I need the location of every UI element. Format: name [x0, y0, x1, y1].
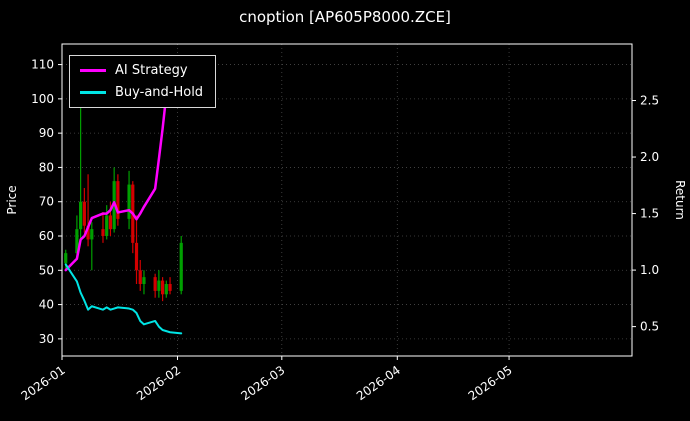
buy-and-hold-line: [64, 263, 183, 335]
price-tick-label: 100: [31, 92, 54, 106]
price-tick-label: 50: [39, 263, 54, 277]
return-tick-label: 1.0: [640, 263, 659, 277]
legend: AI Strategy Buy-and-Hold: [69, 55, 217, 108]
price-tick-label: 90: [39, 126, 54, 140]
return-axis: 0.5 1.0 1.5 2.0 2.5 Return: [632, 94, 687, 334]
ai-strategy-line: [64, 59, 172, 272]
ai-strategy-line-swatch: [80, 69, 106, 72]
x-axis: 2026-01 2026-02 2026-03 2026-04 2026-05: [19, 356, 515, 403]
price-axis: 30 40 50 60 70 80 90 100 110 Price: [5, 58, 62, 346]
x-tick-label: 2026-05: [466, 363, 515, 403]
price-tick-label: 80: [39, 160, 54, 174]
return-tick-label: 2.5: [640, 94, 659, 108]
price-tick-label: 70: [39, 195, 54, 209]
legend-item-buy-and-hold: Buy-and-Hold: [80, 85, 203, 100]
x-tick-label: 2026-03: [238, 363, 287, 403]
legend-label-ai-strategy: AI Strategy: [115, 63, 188, 78]
price-tick-label: 40: [39, 298, 54, 312]
candles-layer: [64, 95, 183, 302]
price-tick-label: 30: [39, 332, 54, 346]
price-axis-label: Price: [5, 185, 19, 214]
return-axis-label: Return: [673, 180, 687, 220]
x-tick-label: 2026-01: [19, 363, 68, 403]
plot-border: [61, 43, 633, 357]
price-tick-label: 110: [31, 58, 54, 72]
return-tick-label: 2.0: [640, 150, 659, 164]
return-tick-label: 1.5: [640, 207, 659, 221]
x-tick-label: 2026-04: [354, 363, 403, 403]
chart-title: cnoption [AP605P8000.ZCE]: [239, 8, 451, 26]
x-tick-label: 2026-02: [134, 363, 183, 403]
grid: [61, 44, 632, 356]
return-tick-label: 0.5: [640, 320, 659, 334]
buy-and-hold-line-swatch: [80, 91, 106, 94]
legend-item-ai-strategy: AI Strategy: [80, 63, 203, 78]
price-tick-label: 60: [39, 229, 54, 243]
legend-label-buy-and-hold: Buy-and-Hold: [115, 85, 204, 100]
